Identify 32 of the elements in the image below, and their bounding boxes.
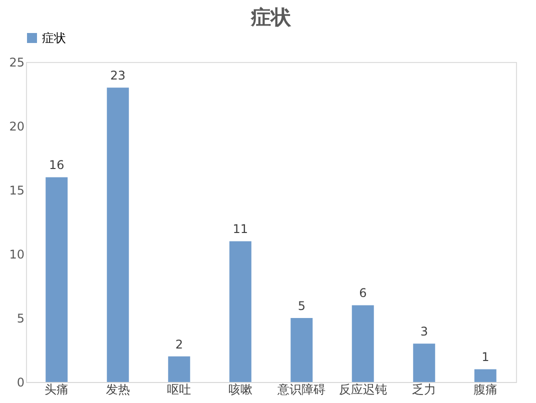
x-tick-label: 咳嗽 [228,382,252,396]
data-label: 2 [175,337,183,352]
x-tick-label: 乏力 [412,382,436,396]
data-label: 1 [482,350,490,364]
bar [46,177,68,382]
x-tick-label: 呕吐 [167,382,192,396]
data-label: 3 [420,324,428,339]
data-label: 23 [110,68,126,83]
y-tick-label: 20 [9,120,24,134]
y-tick-label: 5 [16,312,24,326]
bar [352,305,374,382]
bar [474,369,496,382]
data-label: 5 [298,299,306,313]
legend-label: 症状 [42,31,66,45]
y-tick-label: 10 [9,248,24,262]
x-tick-label: 意识障碍 [276,382,326,396]
chart-title: 症状 [250,5,292,29]
y-tick-label: 15 [9,184,24,198]
data-label: 16 [48,158,64,172]
data-label: 6 [359,286,367,300]
bar [290,318,313,382]
x-tick-label: 头痛 [44,382,69,396]
bar [168,356,190,382]
bar [106,88,129,382]
bar [413,344,436,382]
y-tick-label: 0 [16,376,24,390]
y-tick-label: 25 [9,56,24,70]
x-tick-label: 发热 [106,382,130,396]
x-tick-label: 腹痛 [473,382,498,396]
bar [229,241,252,382]
x-tick-label: 反应迟钝 [338,382,387,396]
data-label: 11 [232,222,248,236]
